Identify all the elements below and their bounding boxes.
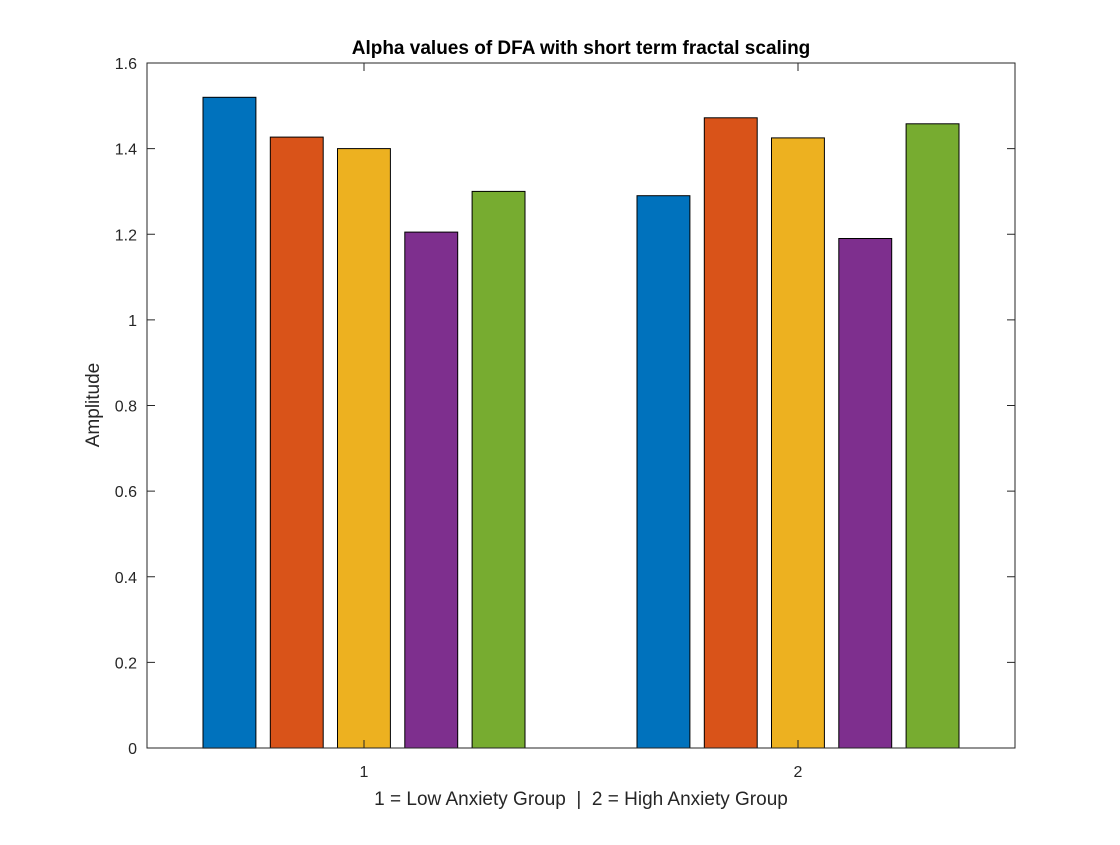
bars-layer (202, 96, 960, 749)
bar-group2-series4 (838, 238, 893, 749)
bar-group1-series3 (337, 148, 391, 749)
bar-group1-series2 (269, 136, 324, 749)
x-tick-label: 2 (794, 764, 803, 781)
bar-group1-series1 (202, 96, 257, 749)
y-tick-label: 1 (128, 313, 137, 330)
bar-group1-series4 (404, 231, 459, 749)
bar-group1-series5 (471, 190, 526, 749)
bar-group2-series3 (771, 137, 825, 749)
y-axis-label: Amplitude (83, 363, 104, 448)
x-axis-label: 1 = Low Anxiety Group | 2 = High Anxiety… (374, 789, 788, 810)
y-tick-label: 0.8 (115, 399, 137, 416)
chart-title: Alpha values of DFA with short term frac… (352, 38, 811, 59)
y-tick-label: 1.2 (115, 227, 137, 244)
bar-group2-series1 (636, 195, 691, 749)
y-tick-label: 1.4 (115, 142, 137, 159)
y-tick-label: 0 (128, 741, 137, 758)
bar-group2-series5 (905, 123, 960, 749)
bar-group2-series2 (703, 117, 758, 749)
y-tick-label: 1.6 (115, 56, 137, 73)
ticks-layer: 0 0.2 0.4 0.6 0.8 1 1.2 1.4 1.6 1 2 (115, 56, 1015, 781)
y-tick-label: 0.2 (115, 655, 137, 672)
x-tick-label: 1 (360, 764, 369, 781)
y-tick-label: 0.4 (115, 570, 137, 587)
y-tick-label: 0.6 (115, 484, 137, 501)
